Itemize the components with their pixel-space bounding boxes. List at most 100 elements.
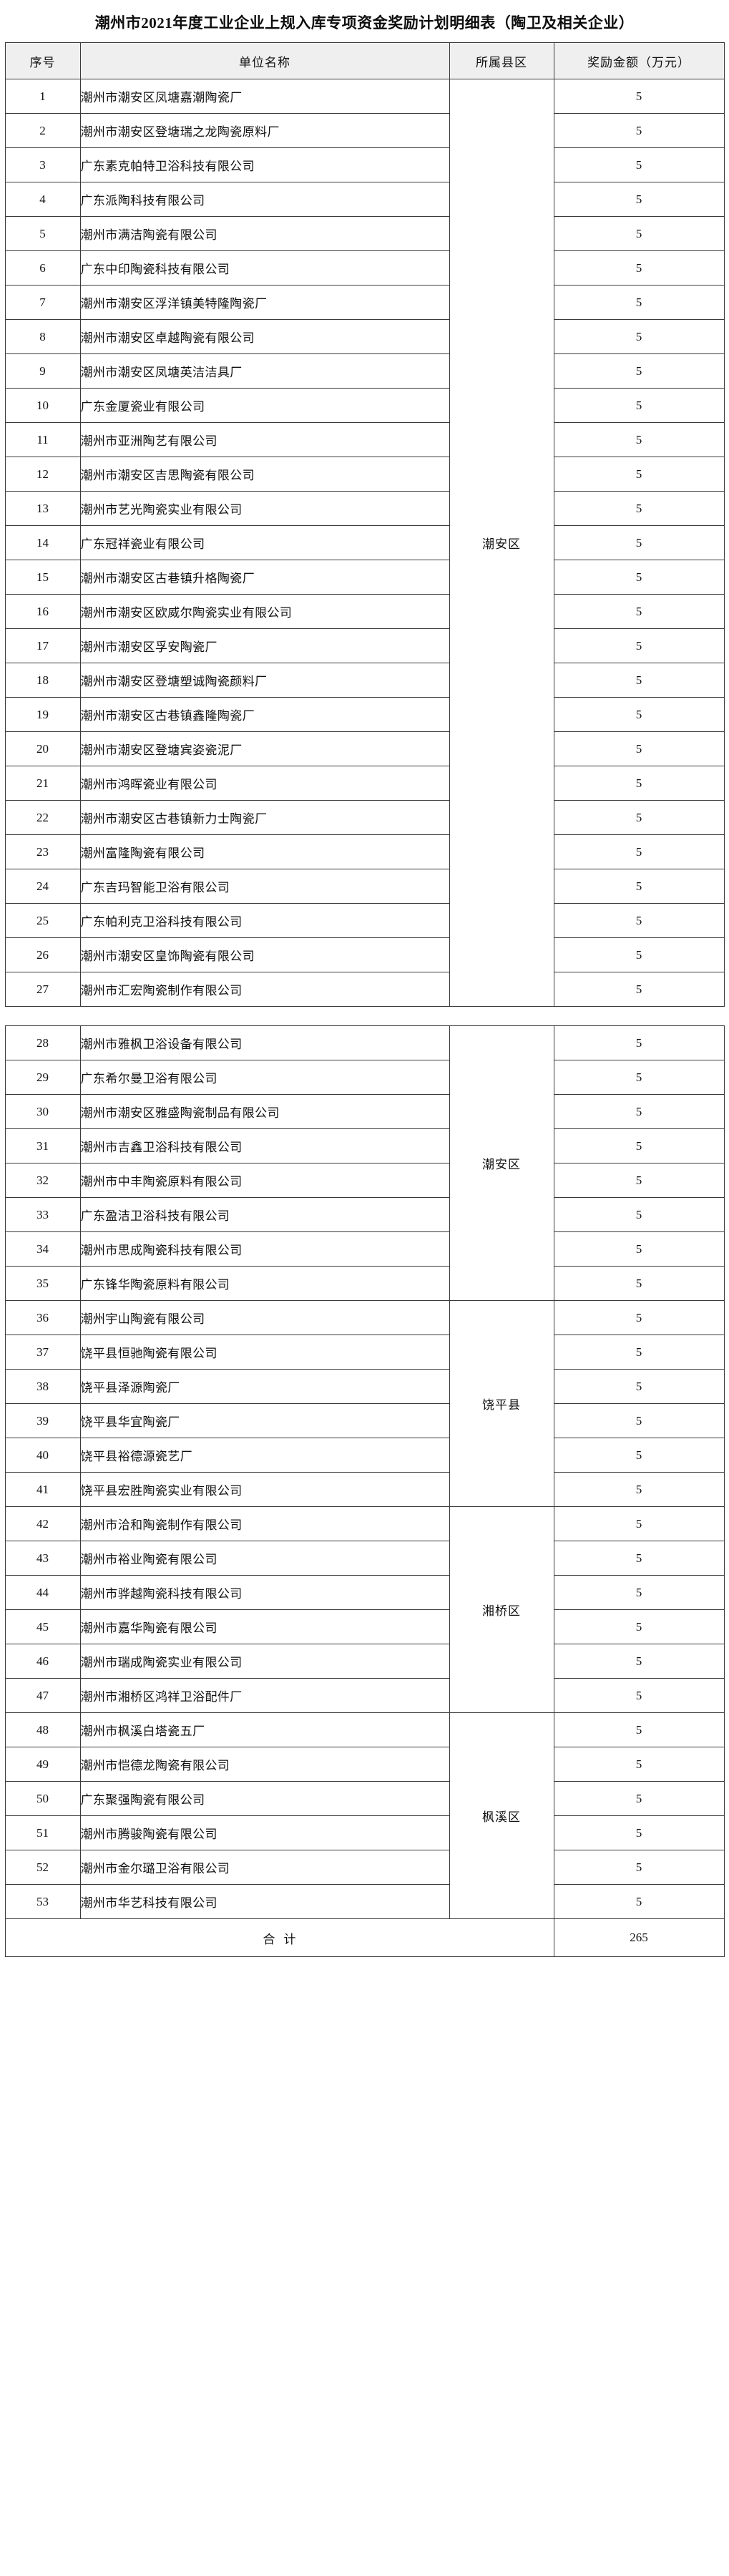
row-index: 34	[4, 1231, 81, 1267]
row-amount: 5	[553, 628, 725, 663]
row-unit-name: 潮州市恺德龙陶瓷有限公司	[79, 1747, 450, 1782]
row-index: 15	[4, 560, 81, 595]
table-total-row: 合计 265	[4, 1918, 725, 1957]
table-row: 1 潮州市潮安区凤塘嘉潮陶瓷厂 潮安区 5	[4, 79, 725, 1007]
row-unit-name: 潮州市嘉华陶瓷有限公司	[79, 1609, 450, 1644]
row-amount: 5	[553, 560, 725, 595]
row-amount: 5	[553, 1850, 725, 1885]
row-index: 29	[4, 1060, 81, 1095]
table-row: 14 广东冠祥瓷业有限公司 5	[4, 525, 725, 560]
row-amount: 5	[553, 1128, 725, 1163]
row-unit-name: 潮州市潮安区凤塘英洁洁具厂	[79, 353, 450, 389]
row-unit-name: 潮州市鸿晖瓷业有限公司	[79, 766, 450, 801]
row-index: 44	[4, 1575, 81, 1610]
row-index: 45	[4, 1609, 81, 1644]
row-unit-name: 潮州市骅越陶瓷科技有限公司	[79, 1575, 450, 1610]
table-row: 5 潮州市满洁陶瓷有限公司 5	[4, 216, 725, 251]
row-index: 1	[4, 79, 81, 114]
table-row: 15 潮州市潮安区古巷镇升格陶瓷厂 5	[4, 560, 725, 595]
row-unit-name: 饶平县华宜陶瓷厂	[79, 1403, 450, 1438]
row-index: 14	[4, 525, 81, 560]
table-row: 10 广东金厦瓷业有限公司 5	[4, 388, 725, 423]
row-unit-name: 饶平县泽源陶瓷厂	[79, 1369, 450, 1404]
row-index: 20	[4, 731, 81, 766]
column-header-index: 序号	[4, 42, 81, 79]
table-row: 38 饶平县泽源陶瓷厂 5	[4, 1369, 725, 1404]
row-amount: 5	[553, 1541, 725, 1576]
row-index: 47	[4, 1678, 81, 1713]
table-row: 35 广东锋华陶瓷原料有限公司 5	[4, 1266, 725, 1301]
row-amount: 5	[553, 353, 725, 389]
row-unit-name: 潮州市中丰陶瓷原料有限公司	[79, 1163, 450, 1198]
row-amount: 5	[553, 1335, 725, 1370]
row-index: 4	[4, 182, 81, 217]
row-amount: 5	[553, 491, 725, 526]
row-amount: 5	[553, 697, 725, 732]
table-row: 2 潮州市潮安区登塘瑞之龙陶瓷原料厂 5	[4, 113, 725, 148]
row-index: 8	[4, 319, 81, 354]
row-index: 27	[4, 972, 81, 1007]
row-amount: 5	[553, 1472, 725, 1507]
row-amount: 5	[553, 525, 725, 560]
row-unit-name: 广东素克帕特卫浴科技有限公司	[79, 147, 450, 182]
table-row: 32 潮州市中丰陶瓷原料有限公司 5	[4, 1163, 725, 1198]
table-row: 7 潮州市潮安区浮洋镇美特隆陶瓷厂 5	[4, 285, 725, 320]
row-index: 49	[4, 1747, 81, 1782]
row-amount: 5	[553, 1231, 725, 1267]
row-unit-name: 潮州市潮安区凤塘嘉潮陶瓷厂	[79, 79, 450, 114]
table-row: 17 潮州市潮安区孚安陶瓷厂 5	[4, 628, 725, 663]
row-unit-name: 潮州市满洁陶瓷有限公司	[79, 216, 450, 251]
row-amount: 5	[553, 250, 725, 286]
table-row: 47 潮州市湘桥区鸿祥卫浴配件厂 5	[4, 1678, 725, 1713]
table-row: 41 饶平县宏胜陶瓷实业有限公司 5	[4, 1472, 725, 1507]
row-amount: 5	[553, 388, 725, 423]
row-index: 23	[4, 834, 81, 869]
row-unit-name: 潮州市潮安区登塘塑诚陶瓷颜料厂	[79, 663, 450, 698]
row-amount: 5	[553, 1712, 725, 1747]
row-index: 28	[4, 1025, 81, 1060]
column-header-district: 所属县区	[449, 42, 554, 79]
row-index: 46	[4, 1644, 81, 1679]
row-index: 32	[4, 1163, 81, 1198]
row-amount: 5	[553, 113, 725, 148]
table-row: 8 潮州市潮安区卓越陶瓷有限公司 5	[4, 319, 725, 354]
row-unit-name: 饶平县恒驰陶瓷有限公司	[79, 1335, 450, 1370]
row-index: 31	[4, 1128, 81, 1163]
row-district: 饶平县	[449, 1300, 554, 1507]
row-index: 26	[4, 937, 81, 972]
table-row: 27 潮州市汇宏陶瓷制作有限公司 5	[4, 972, 725, 1007]
table-row: 11 潮州市亚洲陶艺有限公司 5	[4, 422, 725, 457]
table-row: 28 潮州市雅枫卫浴设备有限公司 潮安区 5	[4, 1025, 725, 1301]
table-row: 44 潮州市骅越陶瓷科技有限公司 5	[4, 1575, 725, 1610]
row-index: 22	[4, 800, 81, 835]
column-header-unit-name: 单位名称	[79, 42, 450, 79]
table-row: 23 潮州富隆陶瓷有限公司 5	[4, 834, 725, 869]
row-unit-name: 潮州市吉鑫卫浴科技有限公司	[79, 1128, 450, 1163]
row-index: 37	[4, 1335, 81, 1370]
table-header-row: 序号 单位名称 所属县区 奖励金额（万元）	[4, 42, 725, 79]
row-unit-name: 广东锋华陶瓷原料有限公司	[79, 1266, 450, 1301]
row-unit-name: 潮州市潮安区卓越陶瓷有限公司	[79, 319, 450, 354]
table-row: 24 广东吉玛智能卫浴有限公司 5	[4, 869, 725, 904]
row-amount: 5	[553, 834, 725, 869]
row-index: 9	[4, 353, 81, 389]
row-unit-name: 潮州市潮安区登塘宾姿瓷泥厂	[79, 731, 450, 766]
table-row: 48 潮州市枫溪白塔瓷五厂 枫溪区 5	[4, 1712, 725, 1919]
row-unit-name: 潮州市华艺科技有限公司	[79, 1884, 450, 1919]
row-amount: 5	[553, 1197, 725, 1232]
row-amount: 5	[553, 800, 725, 835]
row-amount: 5	[553, 1060, 725, 1095]
row-unit-name: 广东吉玛智能卫浴有限公司	[79, 869, 450, 904]
row-unit-name: 潮州市潮安区浮洋镇美特隆陶瓷厂	[79, 285, 450, 320]
row-amount: 5	[553, 731, 725, 766]
row-unit-name: 潮州市枫溪白塔瓷五厂	[79, 1712, 450, 1747]
row-unit-name: 广东盈洁卫浴科技有限公司	[79, 1197, 450, 1232]
row-index: 19	[4, 697, 81, 732]
row-index: 21	[4, 766, 81, 801]
row-unit-name: 潮州市瑞成陶瓷实业有限公司	[79, 1644, 450, 1679]
row-unit-name: 潮州市潮安区古巷镇升格陶瓷厂	[79, 560, 450, 595]
row-amount: 5	[553, 457, 725, 492]
row-index: 53	[4, 1884, 81, 1919]
row-index: 11	[4, 422, 81, 457]
row-unit-name: 潮州市潮安区雅盛陶瓷制品有限公司	[79, 1094, 450, 1129]
